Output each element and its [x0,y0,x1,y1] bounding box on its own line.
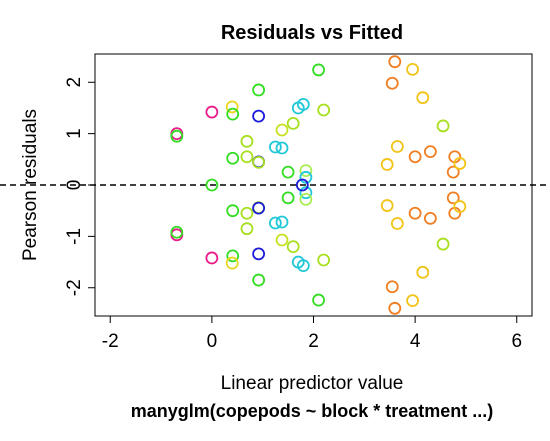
data-point [253,84,264,95]
data-point [382,200,393,211]
data-point [392,218,403,229]
data-point [318,104,329,115]
data-point [283,167,294,178]
data-point [206,252,217,263]
data-point [241,223,252,234]
data-point [410,151,421,162]
data-point [276,125,287,136]
data-point [283,192,294,203]
data-point [438,120,449,131]
data-point [425,146,436,157]
y-tick-label: 1 [64,128,85,139]
x-tick-label: 6 [511,331,522,352]
data-point [425,213,436,224]
data-point [288,241,299,252]
data-point [253,203,264,214]
data-point [227,109,238,120]
data-point [253,111,264,122]
y-tick-label: 2 [64,77,85,88]
data-point [407,295,418,306]
y-tick-label: -1 [64,228,85,245]
data-point [387,281,398,292]
x-axis-label: Linear predictor value [221,373,404,394]
y-axis-label: Pearson residuals [20,109,41,261]
data-point [253,157,264,168]
data-point [253,275,264,286]
data-point [417,267,428,278]
x-axis: -2 0 2 4 6 [102,316,522,352]
data-point [276,143,287,154]
x-tick-label: -2 [102,331,119,352]
data-point [300,194,311,205]
data-point [253,248,264,259]
data-point [389,56,400,67]
data-point [410,208,421,219]
x-tick-label: 4 [410,331,421,352]
data-point [389,303,400,314]
x-tick-label: 0 [207,331,218,352]
data-point [241,208,252,219]
data-point [382,159,393,170]
data-point [407,64,418,75]
data-point [241,151,252,162]
data-point [313,295,324,306]
data-point [438,239,449,250]
model-subtitle: manyglm(copepods ~ block * treatment ...… [131,401,494,421]
x-tick-label: 2 [308,331,319,352]
data-point [318,255,329,266]
data-point [276,234,287,245]
data-point [417,92,428,103]
data-point [313,64,324,75]
data-point [270,218,281,229]
data-point [392,141,403,152]
y-tick-label: -2 [64,279,85,296]
chart-title: Residuals vs Fitted [221,22,403,44]
data-point [227,205,238,216]
data-point [241,136,252,147]
data-point [387,78,398,89]
data-point [288,118,299,129]
data-point [227,258,238,269]
data-point [206,107,217,118]
data-point [227,153,238,164]
